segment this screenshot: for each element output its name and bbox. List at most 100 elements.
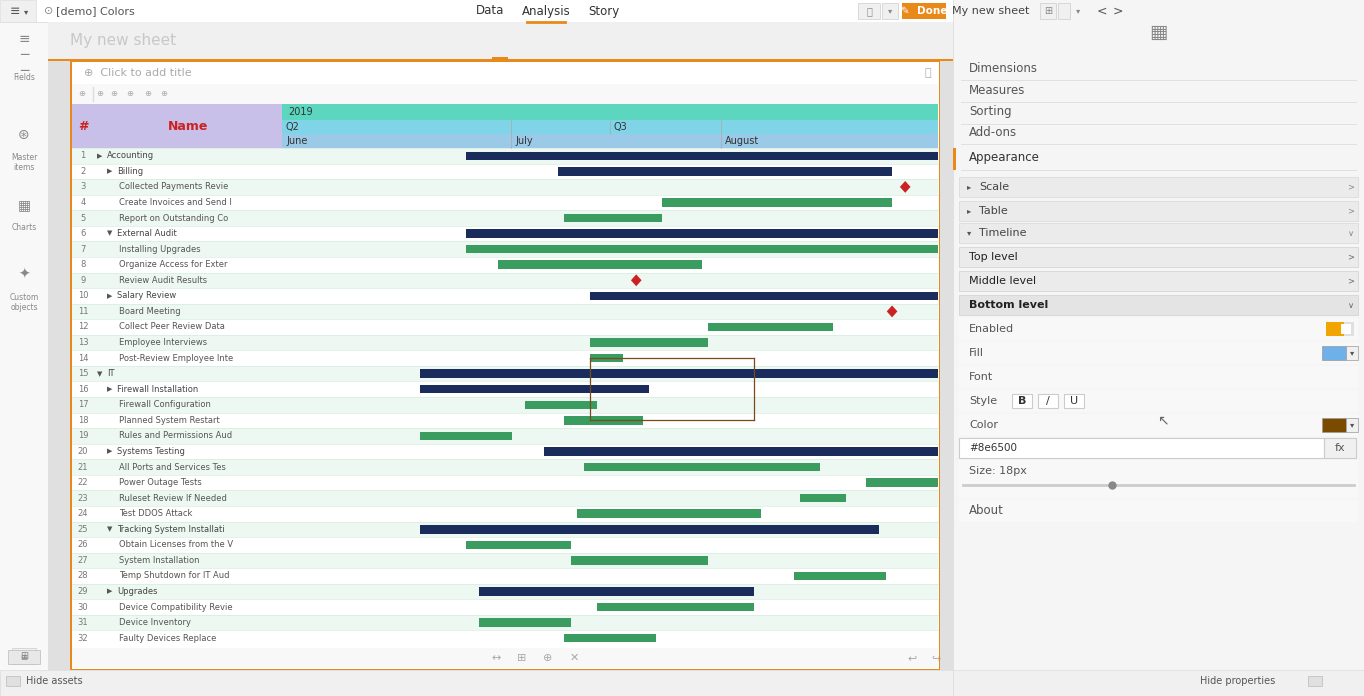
Text: 29: 29	[78, 587, 89, 596]
Text: <: <	[1097, 4, 1108, 17]
Text: Appearance: Appearance	[968, 152, 1039, 164]
Bar	[72, 459, 938, 475]
Bar	[663, 198, 892, 207]
Text: Enabled: Enabled	[968, 324, 1013, 334]
Bar	[72, 319, 938, 335]
Text: U: U	[1069, 396, 1078, 406]
Text: ▼: ▼	[106, 230, 112, 237]
Polygon shape	[900, 181, 911, 193]
Polygon shape	[632, 274, 641, 286]
Bar	[420, 525, 878, 534]
Text: All Ports and Services Tes: All Ports and Services Tes	[119, 463, 226, 471]
Text: ⊕: ⊕	[161, 90, 168, 99]
Bar	[558, 167, 892, 175]
Text: Master
items: Master items	[11, 153, 37, 173]
Text: /: /	[1046, 396, 1050, 406]
Text: System Installation: System Installation	[119, 556, 199, 565]
Text: 22: 22	[78, 478, 89, 487]
Text: 12: 12	[78, 322, 89, 331]
Text: Analysis: Analysis	[521, 4, 570, 17]
Text: August: August	[726, 136, 760, 146]
Text: ▸: ▸	[967, 182, 971, 191]
Bar	[282, 134, 938, 148]
Text: Sorting: Sorting	[968, 106, 1012, 118]
Bar	[959, 390, 1359, 412]
Text: Story: Story	[588, 4, 619, 17]
Bar	[0, 22, 48, 676]
Bar	[591, 354, 623, 363]
Text: ▾: ▾	[1350, 349, 1354, 358]
Text: Color: Color	[968, 420, 998, 430]
Bar	[953, 148, 956, 170]
Text: ⊕: ⊕	[145, 90, 151, 99]
Text: >: >	[1348, 276, 1354, 285]
Text: Device Compatibility Revie: Device Compatibility Revie	[119, 603, 233, 612]
Bar	[938, 60, 940, 670]
Bar	[0, 0, 1364, 22]
Text: Temp Shutdown for IT Aud: Temp Shutdown for IT Aud	[119, 571, 229, 580]
Text: Device Inventory: Device Inventory	[119, 618, 191, 627]
Bar	[866, 478, 938, 487]
Text: ⊛: ⊛	[18, 128, 30, 142]
Text: 21: 21	[78, 463, 89, 471]
Bar	[72, 164, 938, 179]
Text: >: >	[1348, 253, 1354, 262]
Text: Custom
objects: Custom objects	[10, 293, 38, 313]
Bar	[591, 292, 938, 300]
Text: Systems Testing: Systems Testing	[117, 447, 186, 456]
Text: 7: 7	[80, 245, 86, 253]
Bar	[577, 509, 761, 518]
Bar	[72, 615, 938, 631]
Text: Table: Table	[979, 206, 1008, 216]
Text: ↪: ↪	[932, 653, 941, 663]
Text: My new sheet: My new sheet	[70, 33, 176, 49]
Bar	[72, 242, 938, 257]
Text: Charts: Charts	[11, 223, 37, 232]
Bar	[12, 648, 35, 664]
Text: 28: 28	[78, 571, 89, 580]
Bar	[1322, 418, 1346, 432]
Bar	[959, 223, 1359, 243]
Text: Firewall Configuration: Firewall Configuration	[119, 400, 211, 409]
Bar	[1326, 322, 1354, 336]
Text: >: >	[1348, 182, 1354, 191]
Text: >: >	[1348, 207, 1354, 216]
Text: Data: Data	[476, 4, 505, 17]
Text: Report on Outstanding Co: Report on Outstanding Co	[119, 214, 228, 223]
Bar	[1308, 676, 1322, 686]
Bar	[48, 59, 953, 61]
Text: 3: 3	[80, 182, 86, 191]
Bar	[5, 676, 20, 686]
Bar	[492, 57, 507, 61]
Text: ✎  Done: ✎ Done	[900, 6, 947, 16]
Bar	[591, 338, 708, 347]
Bar	[420, 385, 649, 393]
Text: Fill: Fill	[968, 348, 983, 358]
Text: ▶: ▶	[106, 293, 112, 299]
Bar	[794, 571, 885, 580]
Bar	[72, 350, 938, 366]
Text: 26: 26	[78, 540, 89, 549]
Text: My new sheet: My new sheet	[952, 6, 1030, 16]
Text: ▶: ▶	[97, 153, 102, 159]
Text: ⊕: ⊕	[127, 90, 134, 99]
Bar	[1346, 418, 1359, 432]
Text: 15: 15	[78, 369, 89, 378]
Text: 11: 11	[78, 307, 89, 316]
Bar	[1038, 394, 1058, 408]
Bar	[959, 318, 1359, 340]
Polygon shape	[887, 306, 898, 317]
Text: Employee Interviews: Employee Interviews	[119, 338, 207, 347]
Bar	[72, 648, 938, 668]
Bar	[565, 416, 642, 425]
Bar	[465, 245, 938, 253]
Text: Collected Payments Revie: Collected Payments Revie	[119, 182, 228, 191]
Text: ↖: ↖	[1157, 413, 1169, 427]
Bar	[1341, 324, 1350, 334]
Bar	[959, 295, 1359, 315]
Text: 17: 17	[78, 400, 89, 409]
Text: Middle level: Middle level	[968, 276, 1037, 286]
Text: Hide properties: Hide properties	[1200, 676, 1275, 686]
Bar	[465, 229, 938, 238]
Bar	[420, 432, 512, 440]
